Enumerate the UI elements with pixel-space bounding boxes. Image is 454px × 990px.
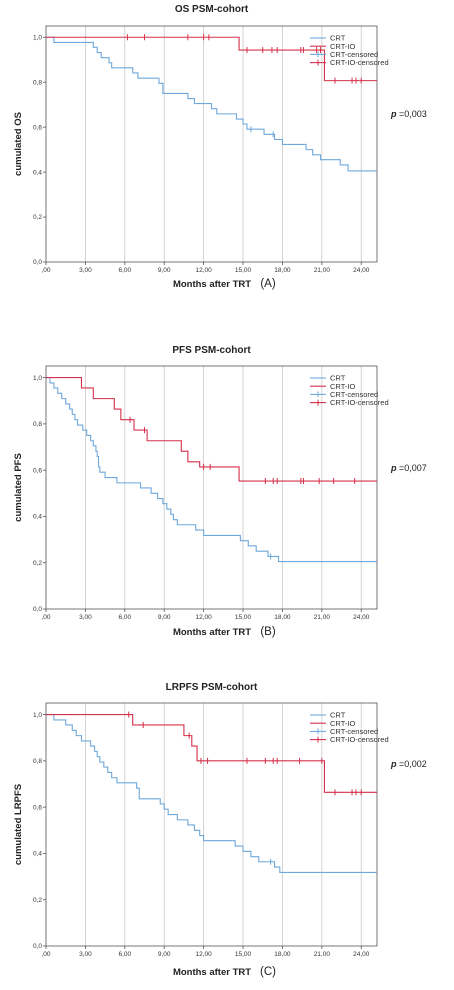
os-y-tick-label-5: 1,0 [33, 34, 42, 41]
os-x-tick-label-4: 12,00 [195, 267, 212, 274]
os-x-tick-label-6: 18,00 [274, 267, 291, 274]
os-x-tick-label-8: 24,00 [353, 267, 370, 274]
pfs-x-tick-label-5: 15,00 [235, 614, 252, 621]
os-x-axis-label: Months after TRT [173, 279, 251, 290]
pfs-y-tick-label-1: 0,2 [33, 560, 42, 567]
lrpfs-legend-label-0: CRT [330, 711, 346, 720]
pfs-x-tick-label-7: 21,00 [314, 614, 331, 621]
lrpfs-y-axis-label: cumulated LRPFS [13, 784, 24, 865]
pfs-x-axis-label: Months after TRT [173, 627, 251, 638]
os-x-tick-label-1: 3,00 [79, 267, 92, 274]
pfs-legend-label-3: CRT-IO-censored [330, 398, 389, 407]
pfs-p-value: p =0,007 [390, 463, 427, 473]
lrpfs-p-value: p =0,002 [390, 759, 427, 769]
lrpfs-x-tick-label-0: ,00 [41, 951, 50, 958]
os-legend-label-3: CRT-IO-censored [330, 58, 389, 67]
pfs-p-number: =0,007 [397, 463, 427, 473]
lrpfs-panel-label: (C) [260, 966, 276, 978]
pfs-x-tick-label-3: 9,00 [158, 614, 171, 621]
pfs-y-tick-label-4: 0,8 [33, 421, 42, 428]
lrpfs-x-axis-label: Months after TRT [173, 967, 251, 978]
lrpfs-x-tick-label-1: 3,00 [79, 951, 92, 958]
lrpfs-x-tick-label-4: 12,00 [195, 951, 212, 958]
os-y-tick-label-1: 0,2 [33, 214, 42, 221]
lrpfs-y-tick-label-3: 0,6 [33, 804, 42, 811]
lrpfs-series-crtio-line [46, 714, 377, 793]
pfs-series-crtio-line [46, 377, 377, 482]
os-legend-label-0: CRT [330, 34, 346, 43]
lrpfs-p-symbol: p [390, 759, 397, 769]
lrpfs-y-tick-label-0: 0,0 [33, 943, 42, 950]
pfs-legend-label-0: CRT [330, 374, 346, 383]
km-chart-lrpfs: LRPFS PSM-cohort ,00 3,00 6,00 9,00 12,00 15,0… [13, 682, 427, 978]
lrpfs-legend-label-1: CRT-IO [330, 719, 355, 728]
os-legend-label-2: CRT-censored [330, 50, 378, 59]
pfs-x-tick-label-0: ,00 [41, 614, 50, 621]
pfs-x-tick-label-8: 24,00 [353, 614, 370, 621]
lrpfs-legend-label-2: CRT-censored [330, 727, 378, 736]
os-p-number: =0,003 [397, 109, 427, 119]
pfs-series-crt-line [46, 377, 377, 563]
lrpfs-x-tick-label-7: 21,00 [314, 951, 331, 958]
lrpfs-y-tick-label-5: 1,0 [33, 712, 42, 719]
pfs-panel-label: (B) [260, 626, 276, 638]
pfs-x-tick-label-4: 12,00 [195, 614, 212, 621]
lrpfs-series-crt-line [46, 714, 377, 873]
pfs-y-tick-label-0: 0,0 [33, 606, 42, 613]
lrpfs-y-tick-label-1: 0,2 [33, 897, 42, 904]
lrpfs-p-number: =0,002 [397, 759, 427, 769]
os-panel-label: (A) [260, 278, 276, 290]
pfs-chart-title: PFS PSM-cohort [172, 345, 251, 356]
lrpfs-legend-label-3: CRT-IO-censored [330, 735, 389, 744]
pfs-x-tick-label-6: 18,00 [274, 614, 291, 621]
pfs-y-tick-label-5: 1,0 [33, 375, 42, 382]
pfs-legend-label-2: CRT-censored [330, 390, 378, 399]
os-x-tick-label-5: 15,00 [235, 267, 252, 274]
os-p-symbol: p [390, 109, 397, 119]
lrpfs-x-tick-label-8: 24,00 [353, 951, 370, 958]
os-x-tick-label-3: 9,00 [158, 267, 171, 274]
pfs-y-axis-label: cumulated PFS [13, 453, 24, 522]
lrpfs-y-tick-label-2: 0,4 [33, 851, 42, 858]
lrpfs-plot-frame [45, 702, 378, 947]
os-series-crt-line [46, 36, 377, 172]
km-chart-pfs: PFS PSM-cohort ,00 3,00 6,00 9,00 12,00 15,00 1… [13, 345, 427, 638]
lrpfs-x-tick-label-3: 9,00 [158, 951, 171, 958]
os-y-tick-label-3: 0,6 [33, 124, 42, 131]
os-y-tick-label-0: 0,0 [33, 259, 42, 266]
pfs-p-symbol: p [390, 463, 397, 473]
os-legend-label-1: CRT-IO [330, 42, 355, 51]
lrpfs-x-tick-label-2: 6,00 [118, 951, 131, 958]
lrpfs-chart-title: LRPFS PSM-cohort [166, 682, 258, 693]
lrpfs-x-tick-label-6: 18,00 [274, 951, 291, 958]
lrpfs-y-tick-label-4: 0,8 [33, 758, 42, 765]
os-y-axis-label: cumulated OS [13, 112, 24, 176]
pfs-legend-label-1: CRT-IO [330, 382, 355, 391]
os-chart-title: OS PSM-cohort [175, 4, 249, 15]
os-y-tick-label-4: 0,8 [33, 79, 42, 86]
os-y-tick-label-2: 0,4 [33, 169, 42, 176]
os-x-tick-label-2: 6,00 [118, 267, 131, 274]
pfs-y-tick-label-2: 0,4 [33, 514, 42, 521]
os-p-value: p =0,003 [390, 109, 427, 119]
pfs-x-tick-label-1: 3,00 [79, 614, 92, 621]
lrpfs-x-tick-label-5: 15,00 [235, 951, 252, 958]
os-series-crtio-line [46, 36, 377, 82]
os-x-tick-label-0: ,00 [41, 267, 50, 274]
os-x-tick-label-7: 21,00 [314, 267, 331, 274]
os-plot-frame [45, 25, 378, 263]
pfs-y-tick-label-3: 0,6 [33, 467, 42, 474]
pfs-plot-frame [45, 365, 378, 610]
km-chart-os: OS PSM-cohort ,00 3,00 6,00 9,00 12,00 15,00 18… [13, 4, 427, 290]
pfs-x-tick-label-2: 6,00 [118, 614, 131, 621]
